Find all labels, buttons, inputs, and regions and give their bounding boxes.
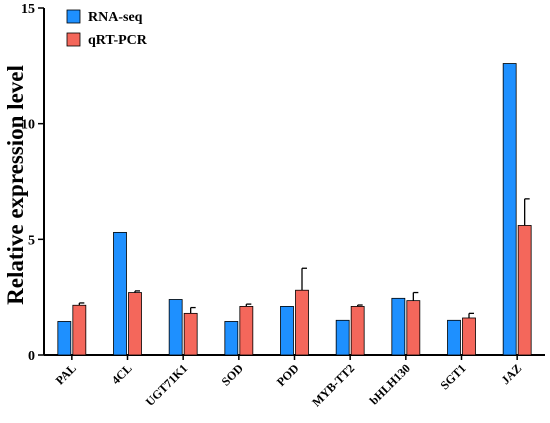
bar-qrt-pcr: [183, 312, 198, 356]
bar-qrt-pcr: [239, 306, 254, 356]
legend: RNA-seq qRT-PCR: [66, 9, 148, 48]
bar-rna-seq: [447, 319, 461, 356]
bar-qrt-pcr: [462, 317, 476, 356]
bar-rna-seq: [502, 63, 517, 356]
x-tick-label: POD: [274, 361, 302, 389]
bar-rna-seq: [335, 319, 350, 356]
x-tick-label: UGT71K1: [143, 361, 191, 409]
x-tick-label: SGT1: [437, 361, 468, 392]
y-tick-label: 15: [21, 2, 35, 17]
x-tick-label: bHLH130: [367, 361, 413, 407]
bar-qrt-pcr: [517, 225, 532, 356]
bar-rna-seq: [168, 299, 183, 356]
legend-swatch-rna-seq: [66, 9, 81, 24]
y-tick-label: 5: [28, 233, 35, 248]
y-tick-label: 0: [28, 349, 35, 364]
bar-rna-seq: [113, 231, 127, 356]
x-tick-label: PAL: [53, 361, 79, 387]
x-tick-label: MYB-TT2: [309, 361, 357, 409]
bar-qrt-pcr: [350, 306, 365, 356]
legend-label-rna-seq: RNA-seq: [88, 10, 143, 25]
bar-rna-seq: [224, 321, 239, 356]
y-tick-label: 10: [21, 118, 35, 133]
x-tick-label: 4CL: [109, 361, 135, 387]
legend-label-qrt-pcr: qRT-PCR: [88, 33, 148, 48]
y-axis-label: Relative expression level: [3, 65, 28, 305]
bar-qrt-pcr: [406, 300, 421, 356]
bar-qrt-pcr: [72, 304, 87, 356]
bar-rna-seq: [57, 321, 72, 356]
bar-rna-seq: [391, 297, 406, 356]
x-tick-label: SOD: [219, 361, 247, 389]
x-tick-label: JAZ: [498, 361, 524, 387]
legend-swatch-qrt-pcr: [66, 32, 81, 47]
bar-qrt-pcr: [295, 289, 309, 356]
bar-qrt-pcr: [128, 292, 142, 356]
bars: [57, 63, 532, 356]
bar-rna-seq: [280, 306, 294, 356]
